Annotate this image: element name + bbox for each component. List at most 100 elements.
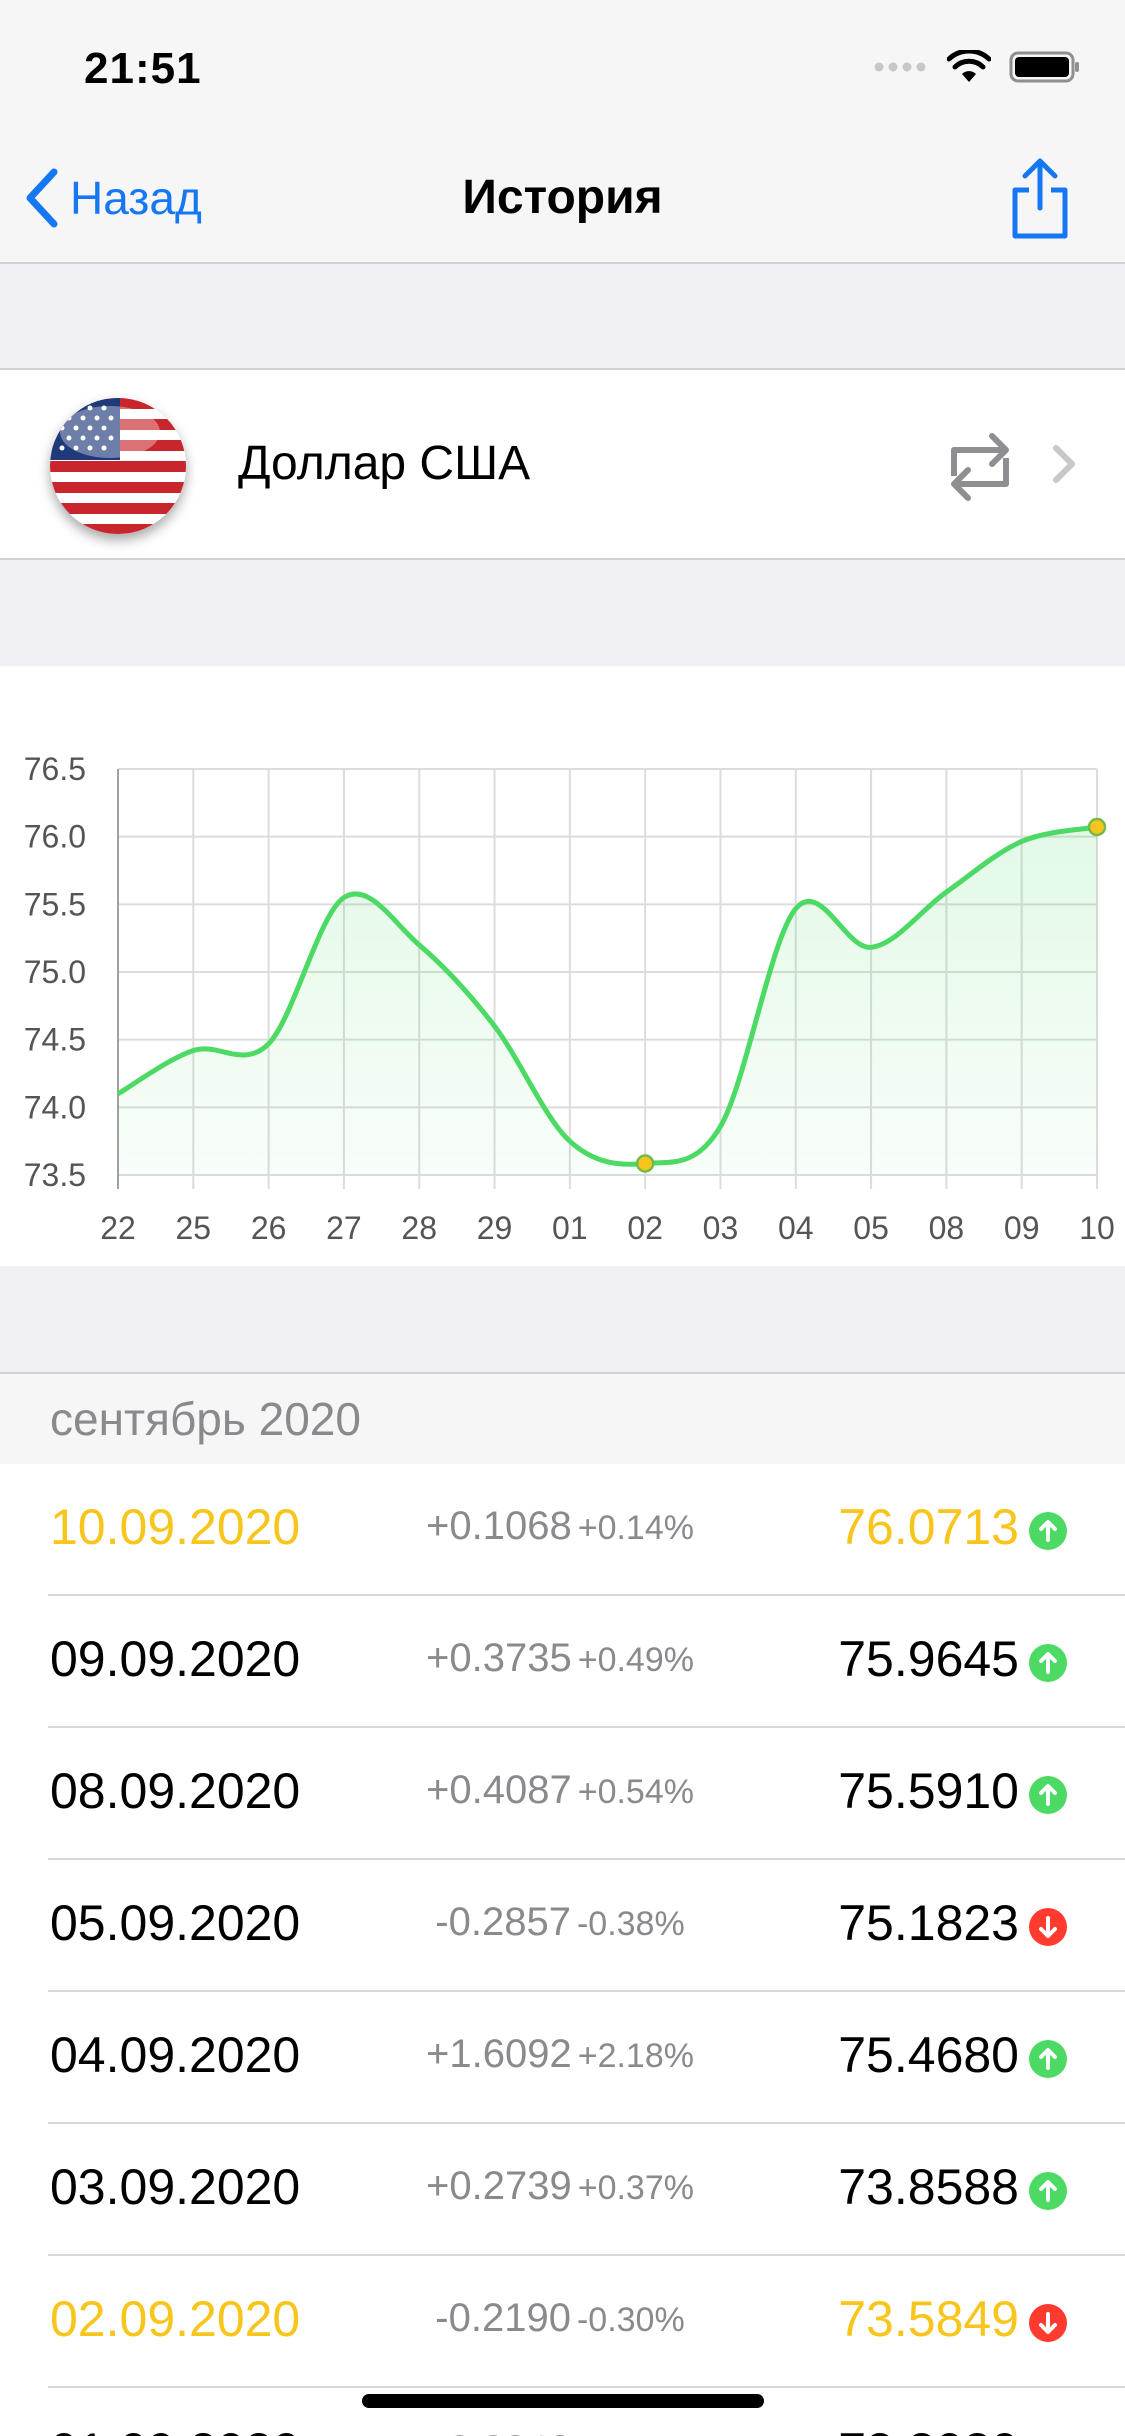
rate-chart: 76.5 76.0 75.5 75.0 74.5 74.0 73.5 22 25 26 27 28 29… — [0, 666, 1125, 1266]
history-row[interactable]: 09.09.2020 +0.3735 +0.49% 75.9645 — [0, 1596, 1125, 1728]
share-icon[interactable] — [1005, 156, 1075, 242]
chevron-right-icon — [1053, 445, 1075, 483]
history-row[interactable]: 02.09.2020 -0.2190 -0.30% 73.5849 — [0, 2256, 1125, 2388]
y-tick-label: 73.5 — [24, 1157, 86, 1193]
signal-icon — [874, 62, 926, 72]
currency-selector[interactable]: Доллар США — [0, 368, 1125, 560]
back-label: Назад — [70, 172, 202, 224]
row-change-abs: +0.3735 — [426, 1636, 572, 1680]
y-tick-label: 75.0 — [24, 954, 86, 990]
row-date: 05.09.2020 — [50, 1895, 301, 1951]
swap-icon[interactable] — [938, 418, 1022, 514]
row-change: +0.1068 +0.14% — [350, 1504, 770, 1549]
row-change-pct: +0.14% — [577, 1509, 694, 1547]
row-date: 02.09.2020 — [50, 2291, 301, 2347]
arrow-up-icon — [1029, 2172, 1067, 2210]
y-tick-label: 75.5 — [24, 886, 86, 922]
x-tick-label: 08 — [929, 1210, 965, 1246]
row-rate: 75.1823 — [838, 1895, 1019, 1951]
back-button[interactable]: Назад — [22, 160, 202, 236]
row-change: +0.3735 +0.49% — [350, 1636, 770, 1681]
row-change-abs: +0.2739 — [426, 2164, 572, 2208]
status-icons — [873, 50, 1081, 84]
history-row[interactable]: 10.09.2020 +0.1068 +0.14% 76.0713 — [0, 1464, 1125, 1596]
x-tick-label: 09 — [1004, 1210, 1040, 1246]
x-tick-label: 05 — [853, 1210, 889, 1246]
status-time: 21:51 — [84, 44, 202, 93]
row-change-pct: +2.18% — [577, 2037, 694, 2075]
x-tick-label: 02 — [627, 1210, 663, 1246]
x-tick-label: 04 — [778, 1210, 814, 1246]
row-rate: 76.0713 — [838, 1499, 1019, 1555]
spacer — [0, 560, 1125, 666]
row-rate: 73.5849 — [838, 2291, 1019, 2347]
row-change-abs: -0.2857 — [435, 1900, 571, 1944]
row-change-abs: +1.6092 — [426, 2032, 572, 2076]
chevron-left-icon — [26, 168, 58, 228]
rate-chart-svg: 76.5 76.0 75.5 75.0 74.5 74.0 73.5 22 25 26 27 28 29… — [24, 751, 1115, 1246]
history-row[interactable]: 04.09.2020 +1.6092 +2.18% 75.4680 — [0, 1992, 1125, 2124]
x-tick-label: 22 — [100, 1210, 136, 1246]
x-tick-label: 27 — [326, 1210, 362, 1246]
row-rate: 75.4680 — [838, 2027, 1019, 2083]
history-list: 10.09.2020 +0.1068 +0.14% 76.0713 09.09.2020… — [0, 1464, 1125, 2436]
currency-name: Доллар США — [238, 437, 531, 490]
arrow-up-icon — [1029, 1776, 1067, 1814]
y-tick-label: 76.5 — [24, 751, 86, 787]
row-date: 01.09.2020 — [50, 2422, 300, 2436]
x-tick-label: 26 — [251, 1210, 287, 1246]
arrow-down-icon — [1029, 1908, 1067, 1946]
y-tick-label: 76.0 — [24, 819, 86, 855]
row-change-pct: -0.38% — [576, 1905, 685, 1943]
x-tick-label: 25 — [176, 1210, 212, 1246]
x-tick-label: 03 — [703, 1210, 739, 1246]
navigation-bar: Назад История — [0, 132, 1125, 264]
row-change-abs: -0.2190 — [435, 2296, 571, 2340]
row-change-pct: +0.37% — [577, 2169, 694, 2207]
arrow-up-icon — [1029, 1512, 1067, 1550]
y-tick-label: 74.5 — [24, 1022, 86, 1058]
row-rate: 73.3039 — [838, 2422, 1019, 2436]
arrow-up-icon — [1029, 2040, 1067, 2078]
y-tick-label: 74.0 — [24, 1089, 86, 1125]
row-change-pct: +0.49% — [577, 1641, 694, 1679]
chart-series-line — [116, 824, 1098, 1167]
row-rate: 75.5910 — [838, 1763, 1019, 1819]
row-change: +1.6092 +2.18% — [350, 2032, 770, 2077]
home-indicator — [362, 2394, 764, 2408]
row-change: +0.2739 +0.37% — [350, 2164, 770, 2209]
row-change: +0.4087 +0.54% — [350, 1768, 770, 1813]
row-rate: 73.8588 — [838, 2159, 1019, 2215]
row-rate: 75.9645 — [838, 1631, 1019, 1687]
x-tick-label: 29 — [477, 1210, 513, 1246]
page-title: История — [462, 171, 663, 224]
history-row[interactable]: 03.09.2020 +0.2739 +0.37% 73.8588 — [0, 2124, 1125, 2256]
history-row[interactable]: 05.09.2020 -0.2857 -0.38% 75.1823 — [0, 1860, 1125, 1992]
battery-icon — [1009, 51, 1079, 83]
spacer — [0, 1266, 1125, 1372]
row-change-abs: +0.4087 — [426, 1768, 572, 1812]
wifi-icon — [947, 50, 991, 82]
row-change-pct: +0.54% — [577, 1773, 694, 1811]
x-tick-label: 28 — [401, 1210, 437, 1246]
row-date: 04.09.2020 — [50, 2027, 301, 2083]
chart-area-fill — [118, 827, 1097, 1175]
history-row[interactable]: 08.09.2020 +0.4087 +0.54% 75.5910 — [0, 1728, 1125, 1860]
arrow-down-icon — [1029, 2304, 1067, 2342]
row-date: 08.09.2020 — [50, 1763, 301, 1819]
us-flag-icon — [50, 398, 186, 534]
spacer — [0, 266, 1125, 368]
x-tick-label: 01 — [552, 1210, 588, 1246]
history-row[interactable]: 01.09.2020 -0.3342 -0.46% 73.3039 — [0, 2388, 1125, 2436]
row-date: 10.09.2020 — [50, 1499, 301, 1555]
row-date: 09.09.2020 — [50, 1631, 301, 1687]
row-date: 03.09.2020 — [50, 2159, 301, 2215]
status-bar: 21:51 — [0, 0, 1125, 132]
row-change-pct: -0.46% — [577, 2433, 685, 2436]
row-change: -0.2857 -0.38% — [350, 1900, 770, 1945]
row-change-abs: -0.3342 — [435, 2428, 571, 2436]
chart-point-highlight — [635, 1154, 655, 1173]
section-title: сентябрь 2020 — [50, 1393, 361, 1445]
x-tick-label: 10 — [1079, 1210, 1115, 1246]
section-header: сентябрь 2020 — [0, 1372, 1125, 1464]
